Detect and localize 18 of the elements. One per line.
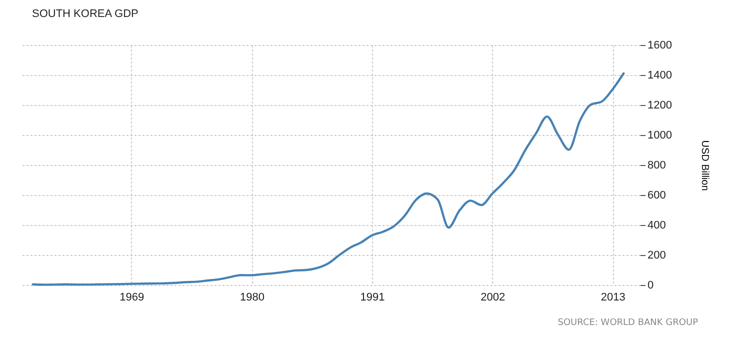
x-tick-label: 1969 xyxy=(120,292,144,304)
y-axis-title: USD Billion xyxy=(698,140,710,191)
x-tick-label: 2013 xyxy=(600,292,626,304)
y-tick-label: 0 xyxy=(648,280,654,292)
y-tick-label: 600 xyxy=(648,190,666,202)
x-tick-label: 1991 xyxy=(360,292,385,304)
x-tick-label: 1980 xyxy=(240,292,264,304)
y-tick-label: 400 xyxy=(648,220,666,232)
y-tick-label: 1400 xyxy=(648,70,672,82)
line-series xyxy=(32,72,625,286)
y-tick-label: 1000 xyxy=(648,130,672,142)
source-note: SOURCE: WORLD BANK GROUP xyxy=(558,318,698,328)
y-tick-label: 200 xyxy=(648,250,666,262)
y-tick-label: 800 xyxy=(648,160,666,172)
chart-title: SOUTH KOREA GDP xyxy=(32,8,138,20)
y-tick-label: 1200 xyxy=(648,100,672,112)
x-tick-label: 2002 xyxy=(480,292,506,304)
y-tick-label: 1600 xyxy=(648,40,672,52)
